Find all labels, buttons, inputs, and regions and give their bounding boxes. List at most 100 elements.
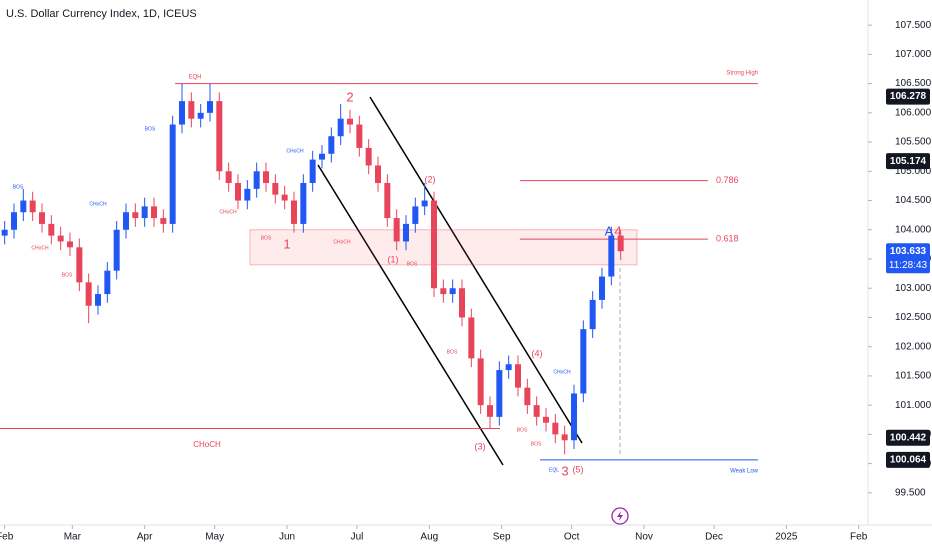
- annotation: BOS: [145, 126, 156, 132]
- candle-body: [253, 171, 260, 189]
- candle-body: [505, 364, 512, 371]
- x-tick-label: Jun: [279, 532, 295, 543]
- fib-label: 0.786: [716, 175, 739, 185]
- candle-body: [589, 299, 596, 330]
- candle-body: [95, 294, 101, 306]
- y-tick-label: 106.500: [895, 78, 932, 89]
- candle-body: [459, 288, 465, 318]
- x-tick-label: Apr: [137, 532, 153, 543]
- candle-body: [20, 200, 27, 213]
- channel-line: [317, 164, 504, 466]
- candle-body: [85, 282, 92, 306]
- annotation: BOS: [62, 272, 73, 278]
- annotation: CHoCH: [219, 209, 237, 215]
- price-tag: [886, 153, 930, 170]
- candle-body: [617, 235, 624, 252]
- candle-body: [496, 370, 503, 417]
- candle-body: [543, 416, 549, 423]
- annotation: (3): [475, 441, 486, 451]
- x-tick-label: Nov: [635, 532, 653, 543]
- y-tick-label: 99.500: [895, 487, 926, 498]
- candle-body: [431, 200, 437, 289]
- candle-body: [449, 288, 456, 295]
- x-tick-label: May: [205, 532, 224, 543]
- candle-body: [365, 147, 372, 166]
- candle-body: [328, 136, 335, 154]
- price-tag: [886, 451, 930, 468]
- x-tick-label: Dec: [705, 532, 723, 543]
- annotation: BOS: [261, 235, 272, 241]
- price-tag-label: 103.633: [890, 246, 927, 257]
- candle-body: [244, 188, 251, 201]
- annotation: Strong High: [726, 71, 758, 77]
- annotation: A: [605, 223, 614, 238]
- annotation: 3: [561, 463, 568, 478]
- price-tag-label: 100.442: [890, 432, 927, 443]
- candle-body: [375, 165, 381, 183]
- candle-body: [272, 182, 279, 195]
- y-tick-label: 101.500: [895, 371, 932, 382]
- y-tick-label: 104.500: [895, 195, 932, 206]
- candle-body: [515, 364, 521, 388]
- candle-body: [57, 235, 64, 242]
- candle-body: [235, 182, 241, 201]
- annotation: 2: [346, 89, 353, 104]
- price-tag: [886, 243, 930, 274]
- candle-body: [403, 223, 409, 242]
- candle-body: [48, 223, 55, 236]
- y-tick-label: 105.000: [895, 166, 932, 177]
- y-tick-label: 102.000: [895, 341, 932, 352]
- candle-body: [39, 212, 45, 224]
- candle-body: [477, 358, 484, 406]
- x-tick-label: Oct: [564, 532, 580, 543]
- candle-body: [599, 276, 605, 300]
- annotation: CHoCH: [553, 369, 571, 375]
- price-tag: [886, 88, 930, 105]
- candle-body: [291, 200, 297, 224]
- annotation: CHoCH: [31, 245, 49, 251]
- annotation: 1: [283, 236, 290, 251]
- candle-body: [347, 118, 353, 125]
- annotation: BOS: [531, 441, 542, 447]
- annotation: (1): [388, 254, 399, 264]
- lightning-icon[interactable]: [611, 507, 629, 525]
- candle-body: [487, 405, 493, 417]
- candle-body: [552, 422, 559, 435]
- candle-body: [468, 317, 475, 359]
- supply-zone: [249, 229, 638, 266]
- chart-title: U.S. Dollar Currency Index, 1D, ICEUS: [6, 8, 197, 20]
- annotation: BOS: [407, 261, 418, 267]
- y-tick-label: 101.000: [895, 400, 932, 411]
- x-tick-label: Sep: [493, 532, 511, 543]
- candle-body: [421, 200, 428, 207]
- y-tick-label: 107.000: [895, 49, 932, 60]
- candle-body: [533, 405, 540, 417]
- candle-body: [263, 171, 269, 183]
- x-tick-label: Feb: [850, 532, 868, 543]
- candle-body: [188, 101, 195, 119]
- annotation: BOS: [447, 349, 458, 355]
- annotation: Weak Low: [730, 469, 759, 475]
- candle-body: [440, 288, 447, 295]
- annotation: EQL: [549, 467, 559, 473]
- candle-body: [113, 229, 120, 271]
- annotation: (2): [425, 174, 436, 184]
- price-tag-label: 106.278: [890, 91, 927, 102]
- candle-body: [207, 101, 213, 113]
- candle-body: [580, 329, 587, 394]
- annotation: (5): [573, 464, 584, 474]
- candle-body: [356, 124, 363, 148]
- candle-body: [179, 101, 185, 125]
- price-tag: [886, 429, 930, 446]
- fib-label: 0.618: [716, 233, 739, 243]
- annotation: (4): [532, 348, 543, 358]
- candle-body: [141, 206, 148, 219]
- y-tick-label: 105.500: [895, 137, 932, 148]
- candle-body: [561, 434, 568, 441]
- candle-body: [571, 393, 577, 441]
- x-tick-label: Aug: [420, 532, 438, 543]
- annotation: BOS: [13, 184, 24, 190]
- candle-body: [608, 235, 615, 277]
- candle-body: [29, 200, 36, 213]
